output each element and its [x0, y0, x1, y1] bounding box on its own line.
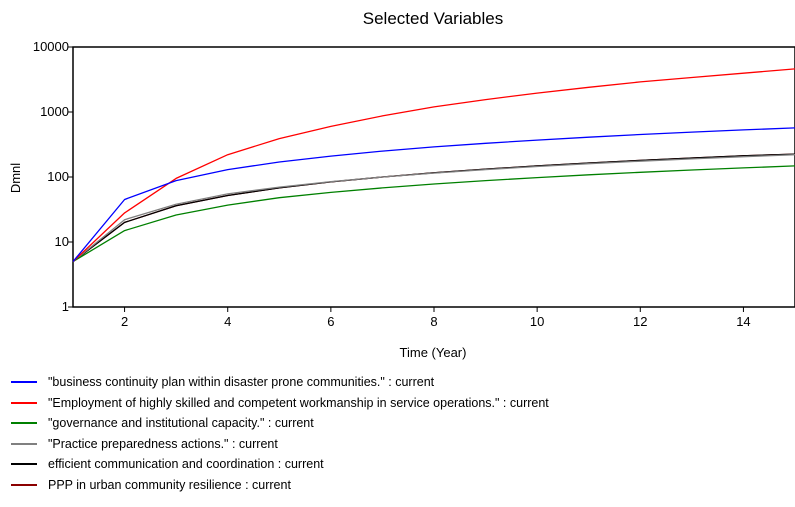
legend-label: "business continuity plan within disaste…	[48, 375, 435, 390]
x-tick-label: 2	[121, 314, 128, 329]
legend-swatch	[11, 463, 37, 466]
legend-swatch	[11, 381, 37, 384]
legend-item: "Practice preparedness actions." : curre…	[8, 434, 788, 455]
legend-item: efficient communication and coordination…	[8, 454, 788, 475]
legend-item: "Employment of highly skilled and compet…	[8, 393, 788, 414]
legend-swatch	[11, 442, 37, 445]
y-axis-label: Dmnl	[8, 163, 23, 193]
y-tick-label: 100	[47, 169, 69, 184]
plot-frame	[72, 46, 795, 308]
x-tick-label: 12	[633, 314, 647, 329]
y-tick-label: 1	[62, 299, 69, 314]
legend-swatch	[11, 483, 37, 486]
x-axis-label: Time (Year)	[400, 345, 467, 360]
x-tick-label: 8	[430, 314, 437, 329]
chart-title: Selected Variables	[363, 9, 504, 28]
plot-area	[72, 46, 795, 308]
legend-label: efficient communication and coordination…	[48, 457, 324, 472]
series-line-3	[72, 165, 795, 263]
x-tick-label: 4	[224, 314, 231, 329]
series-line-1	[72, 127, 795, 263]
y-tick-label: 1000	[40, 104, 69, 119]
legend-item: "governance and institutional capacity."…	[8, 413, 788, 434]
series-line-4	[72, 154, 795, 263]
x-tick-label: 6	[327, 314, 334, 329]
legend-item: "business continuity plan within disaste…	[8, 372, 788, 393]
series-line-2	[72, 68, 795, 263]
x-tick-label: 10	[530, 314, 544, 329]
y-tick-label: 10	[55, 234, 69, 249]
chart: Selected Variables 1 10 100 1000 10000 2 4 6 8 10…	[8, 9, 795, 360]
y-tick-label: 10000	[33, 39, 69, 54]
legend-label: "Employment of highly skilled and compet…	[48, 395, 549, 410]
x-tick-label: 14	[736, 314, 750, 329]
legend-label: "governance and institutional capacity."…	[48, 416, 314, 431]
legend-swatch	[11, 401, 37, 404]
legend-label: PPP in urban community resilience : curr…	[48, 477, 291, 492]
series-layer	[72, 68, 795, 263]
legend-label: "Practice preparedness actions." : curre…	[48, 436, 278, 451]
legend-item: PPP in urban community resilience : curr…	[8, 475, 788, 496]
legend: "business continuity plan within disaste…	[8, 372, 788, 495]
legend-swatch	[11, 422, 37, 425]
axis-layer: 1 10 100 1000 10000 2 4 6 8 10 12 14	[33, 39, 751, 329]
